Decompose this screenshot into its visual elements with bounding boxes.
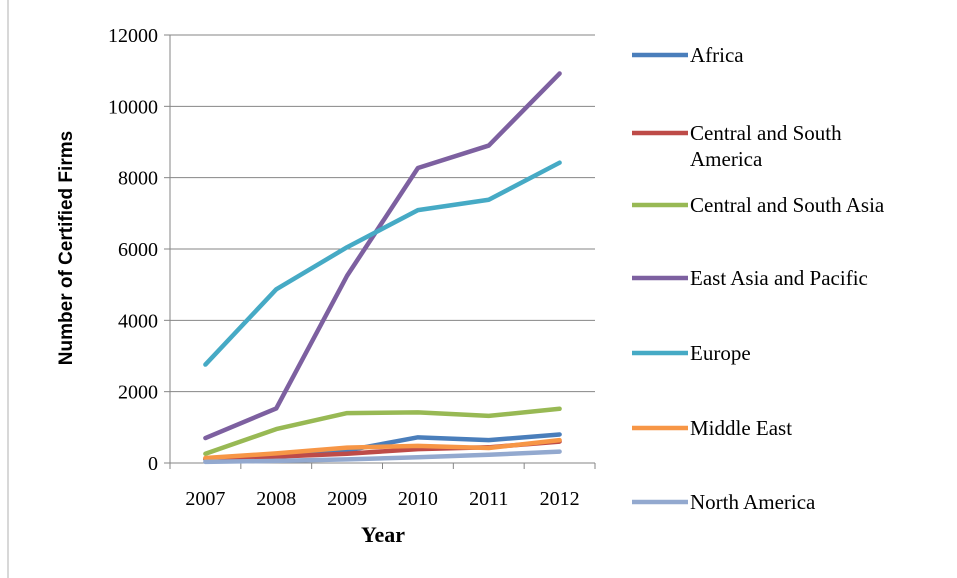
y-axis-title: Number of Certified Firms	[56, 131, 77, 365]
x-tick-label: 2009	[327, 488, 367, 510]
y-tick-label: 2000	[118, 382, 158, 404]
series-line-6	[203, 449, 562, 465]
x-tick-label: 2011	[469, 488, 508, 510]
series-line-5	[203, 437, 562, 461]
series-line-3	[203, 71, 562, 441]
x-tick-label: 2012	[540, 488, 580, 510]
legend-label-1: America	[690, 147, 763, 171]
series-line-4	[203, 160, 562, 367]
x-tick-label: 2007	[185, 488, 225, 510]
legend-label-6: North America	[690, 490, 816, 514]
legend-label-4: Europe	[690, 341, 751, 365]
x-tick-label: 2008	[256, 488, 296, 510]
y-tick-label: 12000	[108, 25, 158, 47]
legend-label-0: Africa	[690, 43, 744, 67]
y-tick-labels: 0 2000 4000 6000 8000 10000 12000	[108, 25, 158, 475]
y-tick-label: 0	[148, 453, 158, 475]
y-tick-label: 6000	[118, 239, 158, 261]
legend-label-1: Central and South	[690, 121, 842, 145]
x-axis-title: Year	[361, 522, 405, 547]
series-lines	[203, 71, 562, 465]
y-tick-label: 8000	[118, 168, 158, 190]
legend-label-3: East Asia and Pacific	[690, 266, 868, 290]
x-tick-labels: 2007 2008 2009 2010 2011 2012	[185, 488, 579, 510]
x-tick-label: 2010	[398, 488, 438, 510]
y-tick-label: 4000	[118, 310, 158, 332]
series-line-2	[203, 406, 562, 456]
gridlines	[170, 34, 595, 393]
legend-label-2: Central and South Asia	[690, 193, 885, 217]
legend-label-5: Middle East	[690, 416, 792, 440]
y-tick-label: 10000	[108, 96, 158, 118]
